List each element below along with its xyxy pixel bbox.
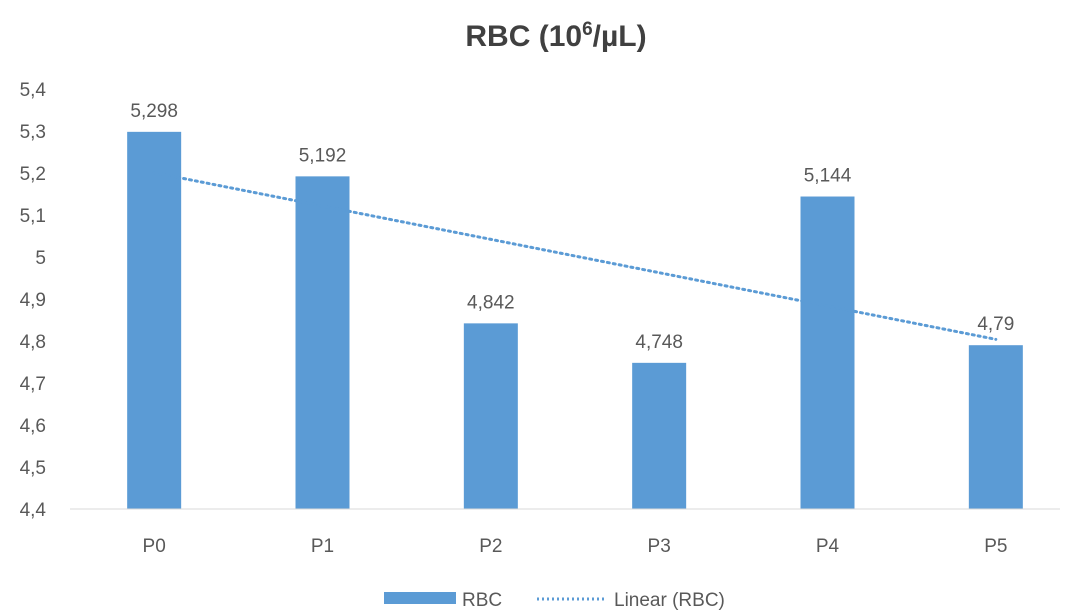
chart-title: RBC (106/µL)	[465, 19, 646, 53]
bar-p0	[127, 131, 182, 509]
data-label-p0: 5,298	[130, 101, 178, 122]
y-tick-label: 4,7	[20, 374, 46, 395]
bar-p5	[968, 345, 1023, 509]
data-labels: 5,298 5,192 4,842 4,748 5,144 4,79	[130, 101, 1014, 353]
x-tick-label: P3	[648, 536, 671, 557]
legend-label-trendline: Linear (RBC)	[614, 590, 725, 611]
bar-p1	[295, 176, 350, 510]
x-tick-label: P2	[479, 536, 502, 557]
data-label-p3: 4,748	[635, 332, 683, 353]
x-axis-ticks: P0 P1 P2 P3 P4 P5	[143, 536, 1008, 557]
y-tick-label: 5,2	[20, 164, 46, 185]
legend: RBC Linear (RBC)	[384, 590, 725, 611]
legend-label-rbc: RBC	[462, 590, 502, 611]
data-label-p1: 5,192	[299, 145, 347, 166]
y-tick-label: 5,4	[20, 80, 47, 101]
y-tick-label: 4,4	[20, 500, 47, 521]
y-tick-label: 4,9	[20, 290, 46, 311]
x-tick-label: P5	[984, 536, 1007, 557]
y-tick-label: 5,3	[20, 122, 46, 143]
bar-series	[127, 131, 1023, 510]
x-tick-label: P1	[311, 536, 334, 557]
chart-title-superscript: 6	[582, 19, 593, 40]
chart-title-unit: /µL)	[593, 20, 647, 53]
y-tick-label: 4,5	[20, 458, 46, 479]
chart-title-base: RBC (10	[465, 20, 582, 53]
trendline	[152, 171, 998, 341]
trendline-series	[152, 171, 998, 341]
y-axis-ticks: 4,4 4,5 4,6 4,7 4,8 4,9 5 5,1 5,2 5,3 5,4	[20, 80, 47, 521]
y-tick-label: 5,1	[20, 206, 46, 227]
x-tick-label: P0	[143, 536, 166, 557]
data-label-p5: 4,79	[977, 314, 1014, 335]
legend-swatch-rbc	[384, 592, 456, 604]
bar-p2	[463, 323, 518, 509]
y-tick-label: 4,8	[20, 332, 46, 353]
data-label-p4: 5,144	[804, 166, 852, 187]
y-tick-label: 5	[35, 248, 46, 269]
bar-p4	[800, 196, 855, 509]
x-tick-label: P4	[816, 536, 840, 557]
data-label-p2: 4,842	[467, 292, 515, 313]
y-tick-label: 4,6	[20, 416, 46, 437]
bar-p3	[632, 362, 687, 509]
